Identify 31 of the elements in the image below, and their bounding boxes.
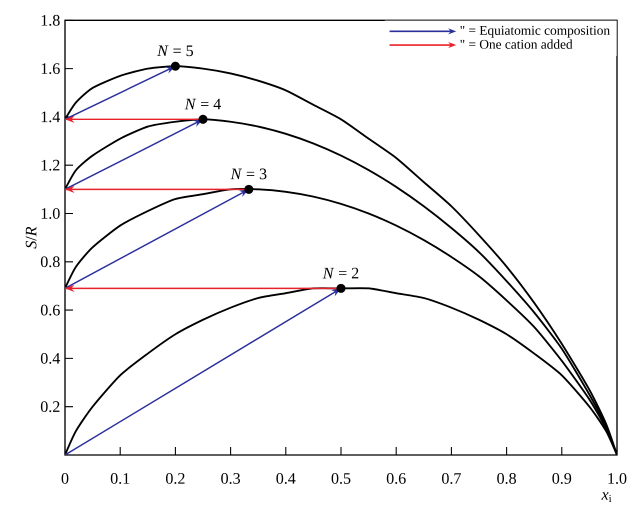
point <box>244 184 254 194</box>
legend-label: " = Equiatomic composition <box>460 26 610 38</box>
x-tick-label: 0.3 <box>221 473 240 484</box>
x-tick-label: 0.8 <box>497 473 516 484</box>
annotation: N = 2 <box>322 268 358 278</box>
y-tick-label: 1.0 <box>42 208 60 219</box>
y-tick-label: 0.2 <box>40 401 60 412</box>
x-tick-label: 0.7 <box>442 473 461 484</box>
y-tick-label: 0.8 <box>40 256 60 268</box>
x-axis-title: x$_{i}$ <box>601 492 612 502</box>
x-tick-label: 0.6 <box>386 473 406 484</box>
legend-label: " = One cation added <box>460 39 572 49</box>
point <box>170 62 180 71</box>
y-tick-label: 0.6 <box>40 304 60 316</box>
x-tick-label: 0.9 <box>552 473 572 484</box>
y-tick-label: 1.4 <box>42 112 60 122</box>
x-tick-label: 1.0 <box>608 473 626 484</box>
annotation: N = 3 <box>230 168 266 180</box>
x-tick-label: 0.4 <box>276 473 296 484</box>
y-tick-label: 0.4 <box>40 352 60 364</box>
point <box>336 284 346 293</box>
point <box>198 114 208 124</box>
annotation: N = 4 <box>184 98 221 110</box>
x-tick-label: 0.2 <box>166 473 185 484</box>
y-tick-label: 1.8 <box>42 14 60 26</box>
x-tick-label: 0 <box>62 473 68 484</box>
annotation: N = 5 <box>157 46 194 56</box>
y-tick-label: 1.6 <box>42 63 60 74</box>
y-tick-label: 1.2 <box>42 160 60 171</box>
x-tick-label: 0.5 <box>332 473 350 484</box>
x-tick-label: 0.1 <box>110 473 130 484</box>
